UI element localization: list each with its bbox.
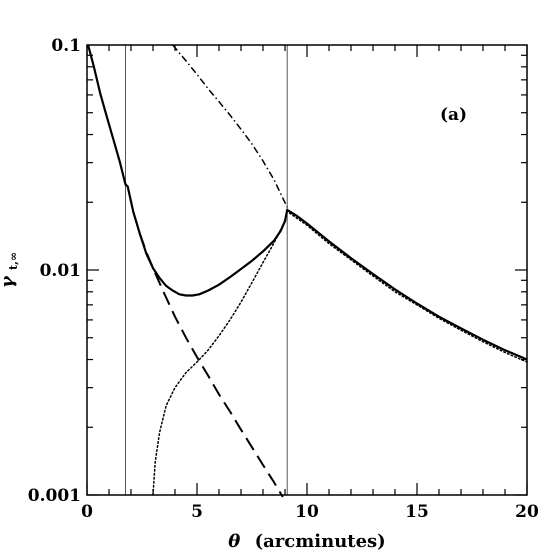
x-tick-label: 10 [295, 502, 319, 522]
tick-labels: 0 5 10 15 20 0.001 0.01 0.1 [28, 36, 539, 522]
vertical-markers [125, 45, 288, 495]
x-axis-label: θ (arcminutes) [228, 531, 385, 552]
series-line-dashdot [172, 44, 288, 208]
x-tick-label: 0 [81, 502, 93, 522]
x-tick-label: 5 [191, 502, 203, 522]
ticks-layer [86, 45, 528, 496]
y-tick-label: 0.01 [40, 261, 81, 281]
y-axis-label: γ t,∞ [0, 252, 20, 288]
series-layer [87, 44, 528, 498]
x-axis-symbol: θ [228, 531, 240, 552]
series-line-dashed [138, 233, 284, 498]
x-tick-label: 15 [405, 502, 429, 522]
y-axis-subscript: t,∞ [7, 252, 20, 270]
x-tick-label: 20 [515, 502, 539, 522]
y-axis-symbol: γ [0, 275, 18, 288]
x-axis-text: (arcminutes) [255, 531, 386, 552]
panel-label: (a) [440, 105, 467, 125]
series-line-solid [87, 44, 528, 361]
plot-frame [86, 44, 528, 496]
y-tick-label: 0.1 [51, 36, 81, 56]
y-tick-label: 0.001 [28, 486, 81, 506]
series-line-dotted [152, 210, 528, 496]
